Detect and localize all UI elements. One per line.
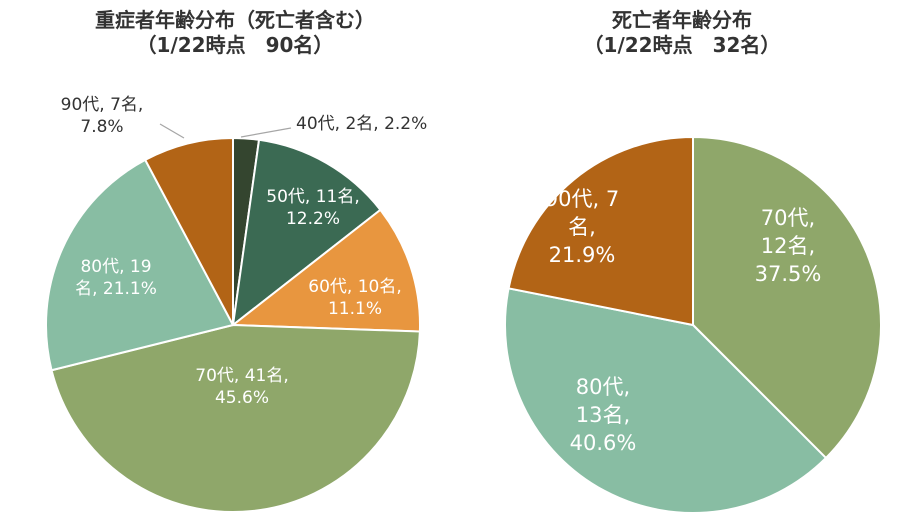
data-label-line: 60代, 10名, bbox=[308, 277, 401, 297]
pie-slice-90代 bbox=[143, 136, 234, 326]
data-label-line: 40代, 2名, 2.2% bbox=[296, 114, 427, 134]
data-label-line: 45.6% bbox=[215, 388, 269, 408]
data-label-50代: 50代, 11名, 12.2% bbox=[266, 187, 359, 229]
data-label-40代: 40代, 2名, 2.2% bbox=[296, 114, 427, 134]
data-label-line: 21.9% bbox=[549, 243, 616, 267]
data-label-line: 80代, 19 bbox=[80, 257, 151, 277]
pie-slice-90代 bbox=[507, 135, 694, 327]
data-label-line: 90代, 7 bbox=[545, 187, 619, 211]
data-label-line: 7.8% bbox=[80, 117, 123, 137]
chart-subtitle-line: （1/22時点 90名） bbox=[136, 33, 334, 57]
data-label-line: 名, 21.1% bbox=[75, 279, 157, 299]
data-label-line: 11.1% bbox=[328, 299, 382, 319]
data-label-80代: 80代, 19 名, 21.1% bbox=[75, 257, 157, 299]
chart-subtitle-line: （1/22時点 32名） bbox=[583, 33, 781, 57]
data-label-line: 13名, bbox=[576, 403, 630, 427]
data-label-line: 50代, 11名, bbox=[266, 187, 359, 207]
chart-title: 重症者年齢分布（死亡者含む） （1/22時点 90名） bbox=[0, 8, 470, 58]
severe-age-pie: 40代, 2名, 2.2% 50代, 11名, 12.2% 60代, 10名, 11.1… bbox=[44, 95, 427, 514]
leader-line bbox=[240, 127, 292, 138]
leader-line bbox=[159, 123, 185, 139]
pie-slice-60代 bbox=[230, 208, 421, 333]
data-label-line: 70代, 41名, bbox=[195, 366, 288, 386]
data-label-line: 12名, bbox=[761, 234, 815, 258]
death-age-pie: 70代, 12名, 37.5% 80代, 13名, 40.6% 90代, 7 名, 21.9% bbox=[504, 135, 883, 514]
chart-title-line: 重症者年齢分布（死亡者含む） bbox=[95, 8, 375, 32]
data-label-line: 40.6% bbox=[570, 431, 637, 455]
pie-slice-70代 bbox=[692, 135, 883, 460]
data-label-60代: 60代, 10名, 11.1% bbox=[308, 277, 401, 319]
data-label-line: 90代, 7名, bbox=[61, 95, 144, 115]
data-label-line: 80代, bbox=[576, 375, 630, 399]
data-label-70代: 70代, 12名, 37.5% bbox=[755, 206, 822, 286]
data-label-70代: 70代, 41名, 45.6% bbox=[195, 366, 288, 408]
data-label-line: 名, bbox=[568, 215, 596, 239]
death-age-chart: 死亡者年齢分布 （1/22時点 32名） 70代, 12名, 37.5% 80代, 13… bbox=[460, 0, 904, 522]
data-label-line: 12.2% bbox=[286, 209, 340, 229]
data-label-90代: 90代, 7 名, 21.9% bbox=[545, 187, 619, 267]
pie-slice-80代 bbox=[44, 158, 235, 372]
pie-slice-80代 bbox=[504, 287, 828, 514]
pie-slice-70代 bbox=[50, 323, 421, 514]
severe-age-chart: 重症者年齢分布（死亡者含む） （1/22時点 90名） 40代, 2名, 2.2… bbox=[44, 8, 427, 514]
data-label-80代: 80代, 13名, 40.6% bbox=[570, 375, 637, 455]
chart-title-line: 死亡者年齢分布 bbox=[612, 8, 752, 32]
chart-title: 死亡者年齢分布 （1/22時点 32名） bbox=[460, 8, 904, 58]
data-label-90代: 90代, 7名, 7.8% bbox=[61, 95, 144, 137]
pie-slice-50代 bbox=[231, 138, 382, 328]
data-label-line: 37.5% bbox=[755, 262, 822, 286]
data-label-line: 70代, bbox=[761, 206, 815, 230]
